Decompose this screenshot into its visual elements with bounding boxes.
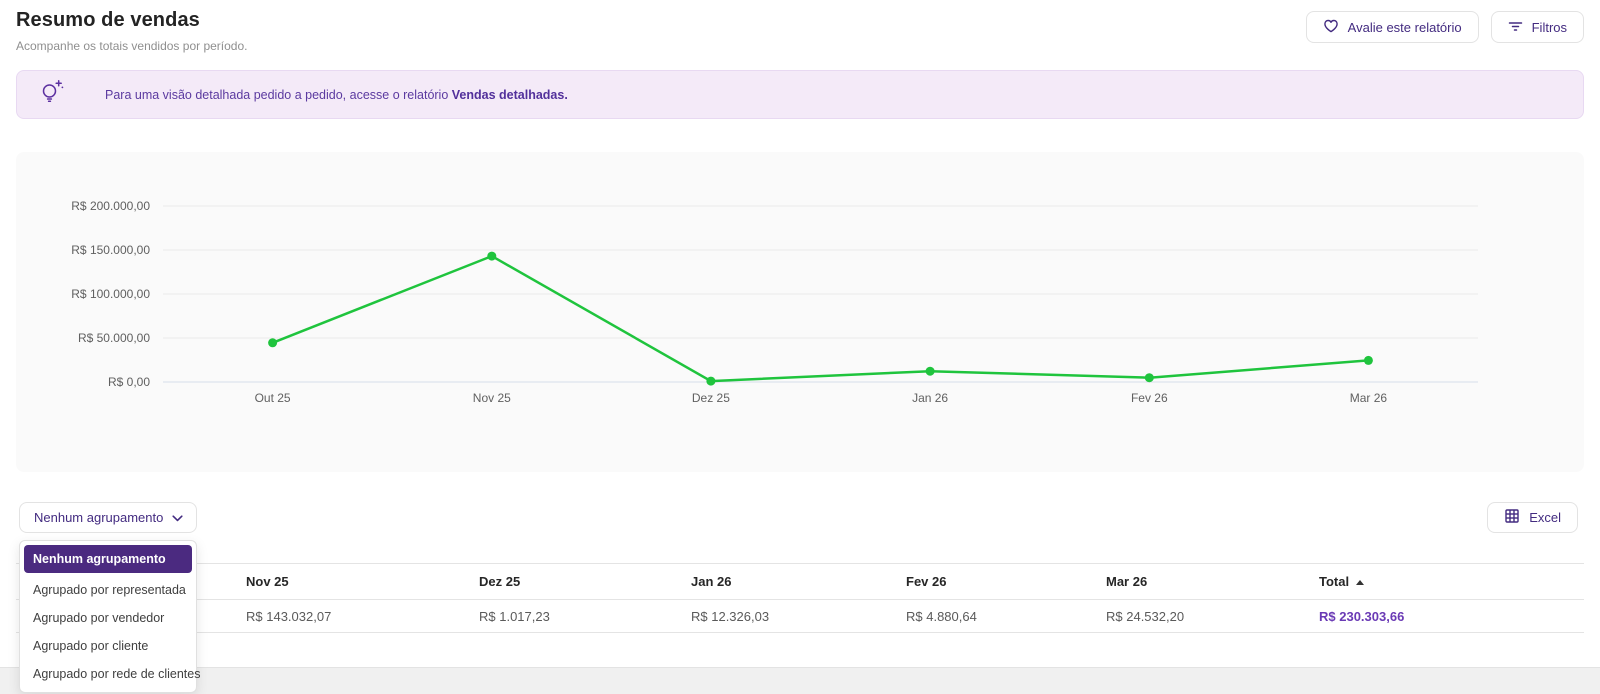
sort-ascending-icon xyxy=(1356,580,1365,586)
cell-total-value: R$ 230.303,66 xyxy=(1319,608,1405,624)
tip-banner: Para uma visão detalhada pedido a pedido… xyxy=(16,70,1584,119)
cell-jan26-value: R$ 12.326,03 xyxy=(691,608,770,624)
header-actions: Avalie este relatório Filtros xyxy=(1305,11,1584,43)
rate-report-button-label: Avalie este relatório xyxy=(1347,19,1462,35)
menu-item[interactable]: Agrupado por vendedor xyxy=(33,611,165,625)
grouping-dropdown-menu: Nenhum agrupamento Agrupado por represent… xyxy=(19,540,201,693)
column-header-dez25[interactable]: Dez 25 xyxy=(479,574,521,589)
x-axis-tick-label: Dez 25 xyxy=(692,391,730,405)
chevron-down-icon xyxy=(172,510,183,525)
filters-button[interactable]: Filtros xyxy=(1490,11,1584,43)
sales-series-line xyxy=(272,254,1369,383)
x-axis-tick-label: Nov 25 xyxy=(473,391,511,405)
y-axis-tick-label: R$ 150.000,00 xyxy=(71,243,150,257)
grouping-dropdown-button[interactable]: Nenhum agrupamento xyxy=(19,502,197,533)
cell-mar26-value: R$ 24.532,20 xyxy=(1106,608,1185,624)
cell-fev26-value: R$ 4.880,64 xyxy=(906,608,977,624)
x-axis-tick-label: Mar 26 xyxy=(1350,391,1388,405)
menu-item[interactable]: Agrupado por representada xyxy=(33,583,186,597)
banner-text: Para uma visão detalhada pedido a pedido… xyxy=(105,87,568,102)
grouping-dropdown-label: Nenhum agrupamento xyxy=(34,510,164,525)
page-subtitle: Acompanhe os totais vendidos por período… xyxy=(16,39,248,53)
footer-band xyxy=(0,667,1600,694)
grid-table-icon xyxy=(1504,508,1520,527)
sales-line-chart: R$ 200.000,00 R$ 150.000,00 R$ 100.000,00 R… xyxy=(16,152,1584,472)
y-axis-tick-label: R$ 200.000,00 xyxy=(71,199,150,213)
cell-dez25-value: R$ 1.017,23 xyxy=(479,608,550,624)
table-row: R$ 143.032,07 R$ 1.017,23 R$ 12.326,03 R… xyxy=(16,600,1584,633)
menu-item-selected[interactable]: Nenhum agrupamento xyxy=(24,545,192,573)
page-title: Resumo de vendas xyxy=(16,9,200,31)
column-header-nov25[interactable]: Nov 25 xyxy=(246,574,289,589)
page-header: Resumo de vendas Acompanhe os totais ven… xyxy=(16,9,247,53)
column-header-fev26[interactable]: Fev 26 xyxy=(906,574,947,589)
cell-nov25-value: R$ 143.032,07 xyxy=(246,608,332,624)
excel-button-label: Excel xyxy=(1529,510,1561,525)
chart-point-mar-26[interactable] xyxy=(1363,355,1373,365)
column-header-total[interactable]: Total xyxy=(1303,574,1584,589)
summary-table: Nov 25 Dez 25 Jan 26 Fev 26 Mar 26 Total… xyxy=(16,563,1584,633)
column-header-jan26[interactable]: Jan 26 xyxy=(691,574,732,589)
chart-point-fev-26[interactable] xyxy=(1144,373,1154,383)
chart-point-nov-25[interactable] xyxy=(487,251,497,261)
table-header-row: Nov 25 Dez 25 Jan 26 Fev 26 Mar 26 Total xyxy=(16,563,1584,600)
x-axis-tick-label: Fev 26 xyxy=(1131,391,1168,405)
chart-point-dez-25[interactable] xyxy=(706,376,716,386)
menu-item[interactable]: Agrupado por rede de clientes xyxy=(33,667,201,681)
x-axis-tick-label: Out 25 xyxy=(255,391,291,405)
y-axis-tick-label: R$ 0,00 xyxy=(108,375,150,389)
y-axis-tick-label: R$ 100.000,00 xyxy=(71,287,150,301)
chart-point-jan-26[interactable] xyxy=(925,366,935,376)
chart-point-out-25[interactable] xyxy=(268,338,278,348)
x-axis-tick-label: Jan 26 xyxy=(912,391,948,405)
detailed-sales-link[interactable]: Vendas detalhadas. xyxy=(451,87,568,102)
y-axis-tick-label: R$ 50.000,00 xyxy=(78,331,150,345)
column-header-mar26[interactable]: Mar 26 xyxy=(1106,574,1148,589)
excel-export-button[interactable]: Excel xyxy=(1487,502,1578,533)
rate-report-button[interactable]: Avalie este relatório xyxy=(1305,11,1479,43)
idea-lightbulb-icon xyxy=(39,78,65,111)
sales-chart-card: R$ 200.000,00 R$ 150.000,00 R$ 100.000,00 R… xyxy=(16,152,1584,472)
filters-button-label: Filtros xyxy=(1531,19,1567,35)
menu-item[interactable]: Agrupado por cliente xyxy=(33,639,149,653)
filter-icon xyxy=(1508,19,1523,36)
heart-icon xyxy=(1323,18,1339,37)
